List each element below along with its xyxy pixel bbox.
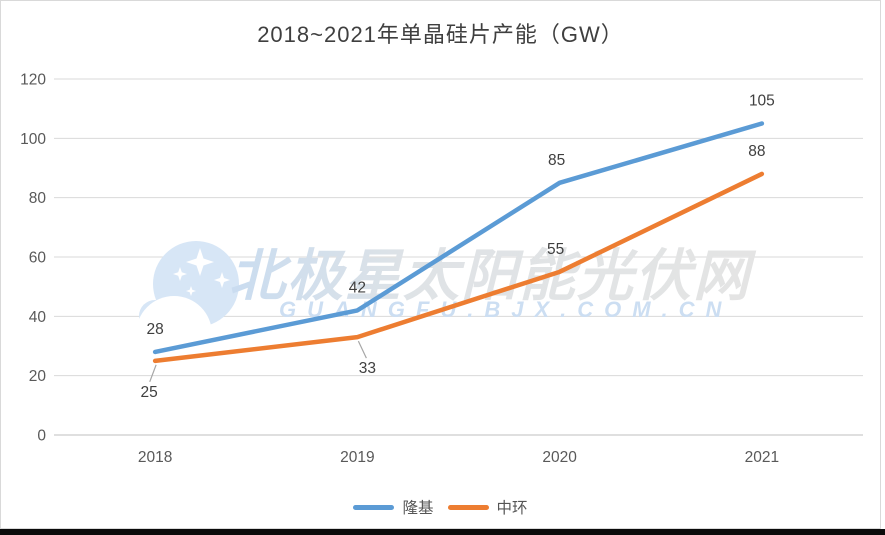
- bottom-edge-bar: [0, 529, 885, 535]
- data-label: 88: [748, 143, 765, 160]
- data-label: 28: [147, 321, 164, 338]
- x-tick-label: 2018: [138, 449, 172, 466]
- data-label: 25: [141, 384, 158, 401]
- y-tick-label: 80: [29, 190, 47, 207]
- y-tick-label: 20: [29, 368, 47, 385]
- legend-item-1: 中环: [447, 496, 528, 518]
- legend-item-0: 隆基: [353, 496, 434, 518]
- x-tick-label: 2019: [340, 449, 374, 466]
- legend-swatch: [353, 504, 395, 510]
- legend-swatch: [447, 504, 489, 510]
- label-leader-line: [149, 364, 157, 383]
- x-tick-label: 2020: [542, 449, 577, 466]
- data-label: 55: [547, 241, 564, 258]
- series-line-1: [152, 171, 765, 364]
- data-label: 33: [359, 360, 376, 377]
- y-tick-label: 120: [20, 72, 46, 89]
- data-label: 105: [749, 93, 775, 110]
- chart-title: 2018~2021年单晶硅片产能（GW）: [257, 22, 624, 47]
- label-leader-line: [357, 340, 367, 359]
- y-tick-label: 0: [37, 428, 46, 445]
- y-tick-label: 60: [29, 250, 47, 267]
- legend-label: 中环: [496, 500, 528, 517]
- y-tick-label: 40: [29, 309, 47, 326]
- gridlines-and-axes-layer: 0 20 40 60 80 100 120 2018 2019 2020 2021: [20, 72, 863, 466]
- legend: 隆基 中环: [1, 496, 880, 518]
- data-label: 85: [548, 152, 565, 169]
- series-and-labels-layer: 28 42 85 105 25 33 55 88: [141, 93, 775, 401]
- legend-label: 隆基: [402, 500, 434, 517]
- y-tick-label: 100: [20, 131, 46, 148]
- series-line-0: [152, 121, 765, 355]
- data-label: 42: [349, 279, 366, 296]
- x-tick-label: 2021: [745, 449, 779, 466]
